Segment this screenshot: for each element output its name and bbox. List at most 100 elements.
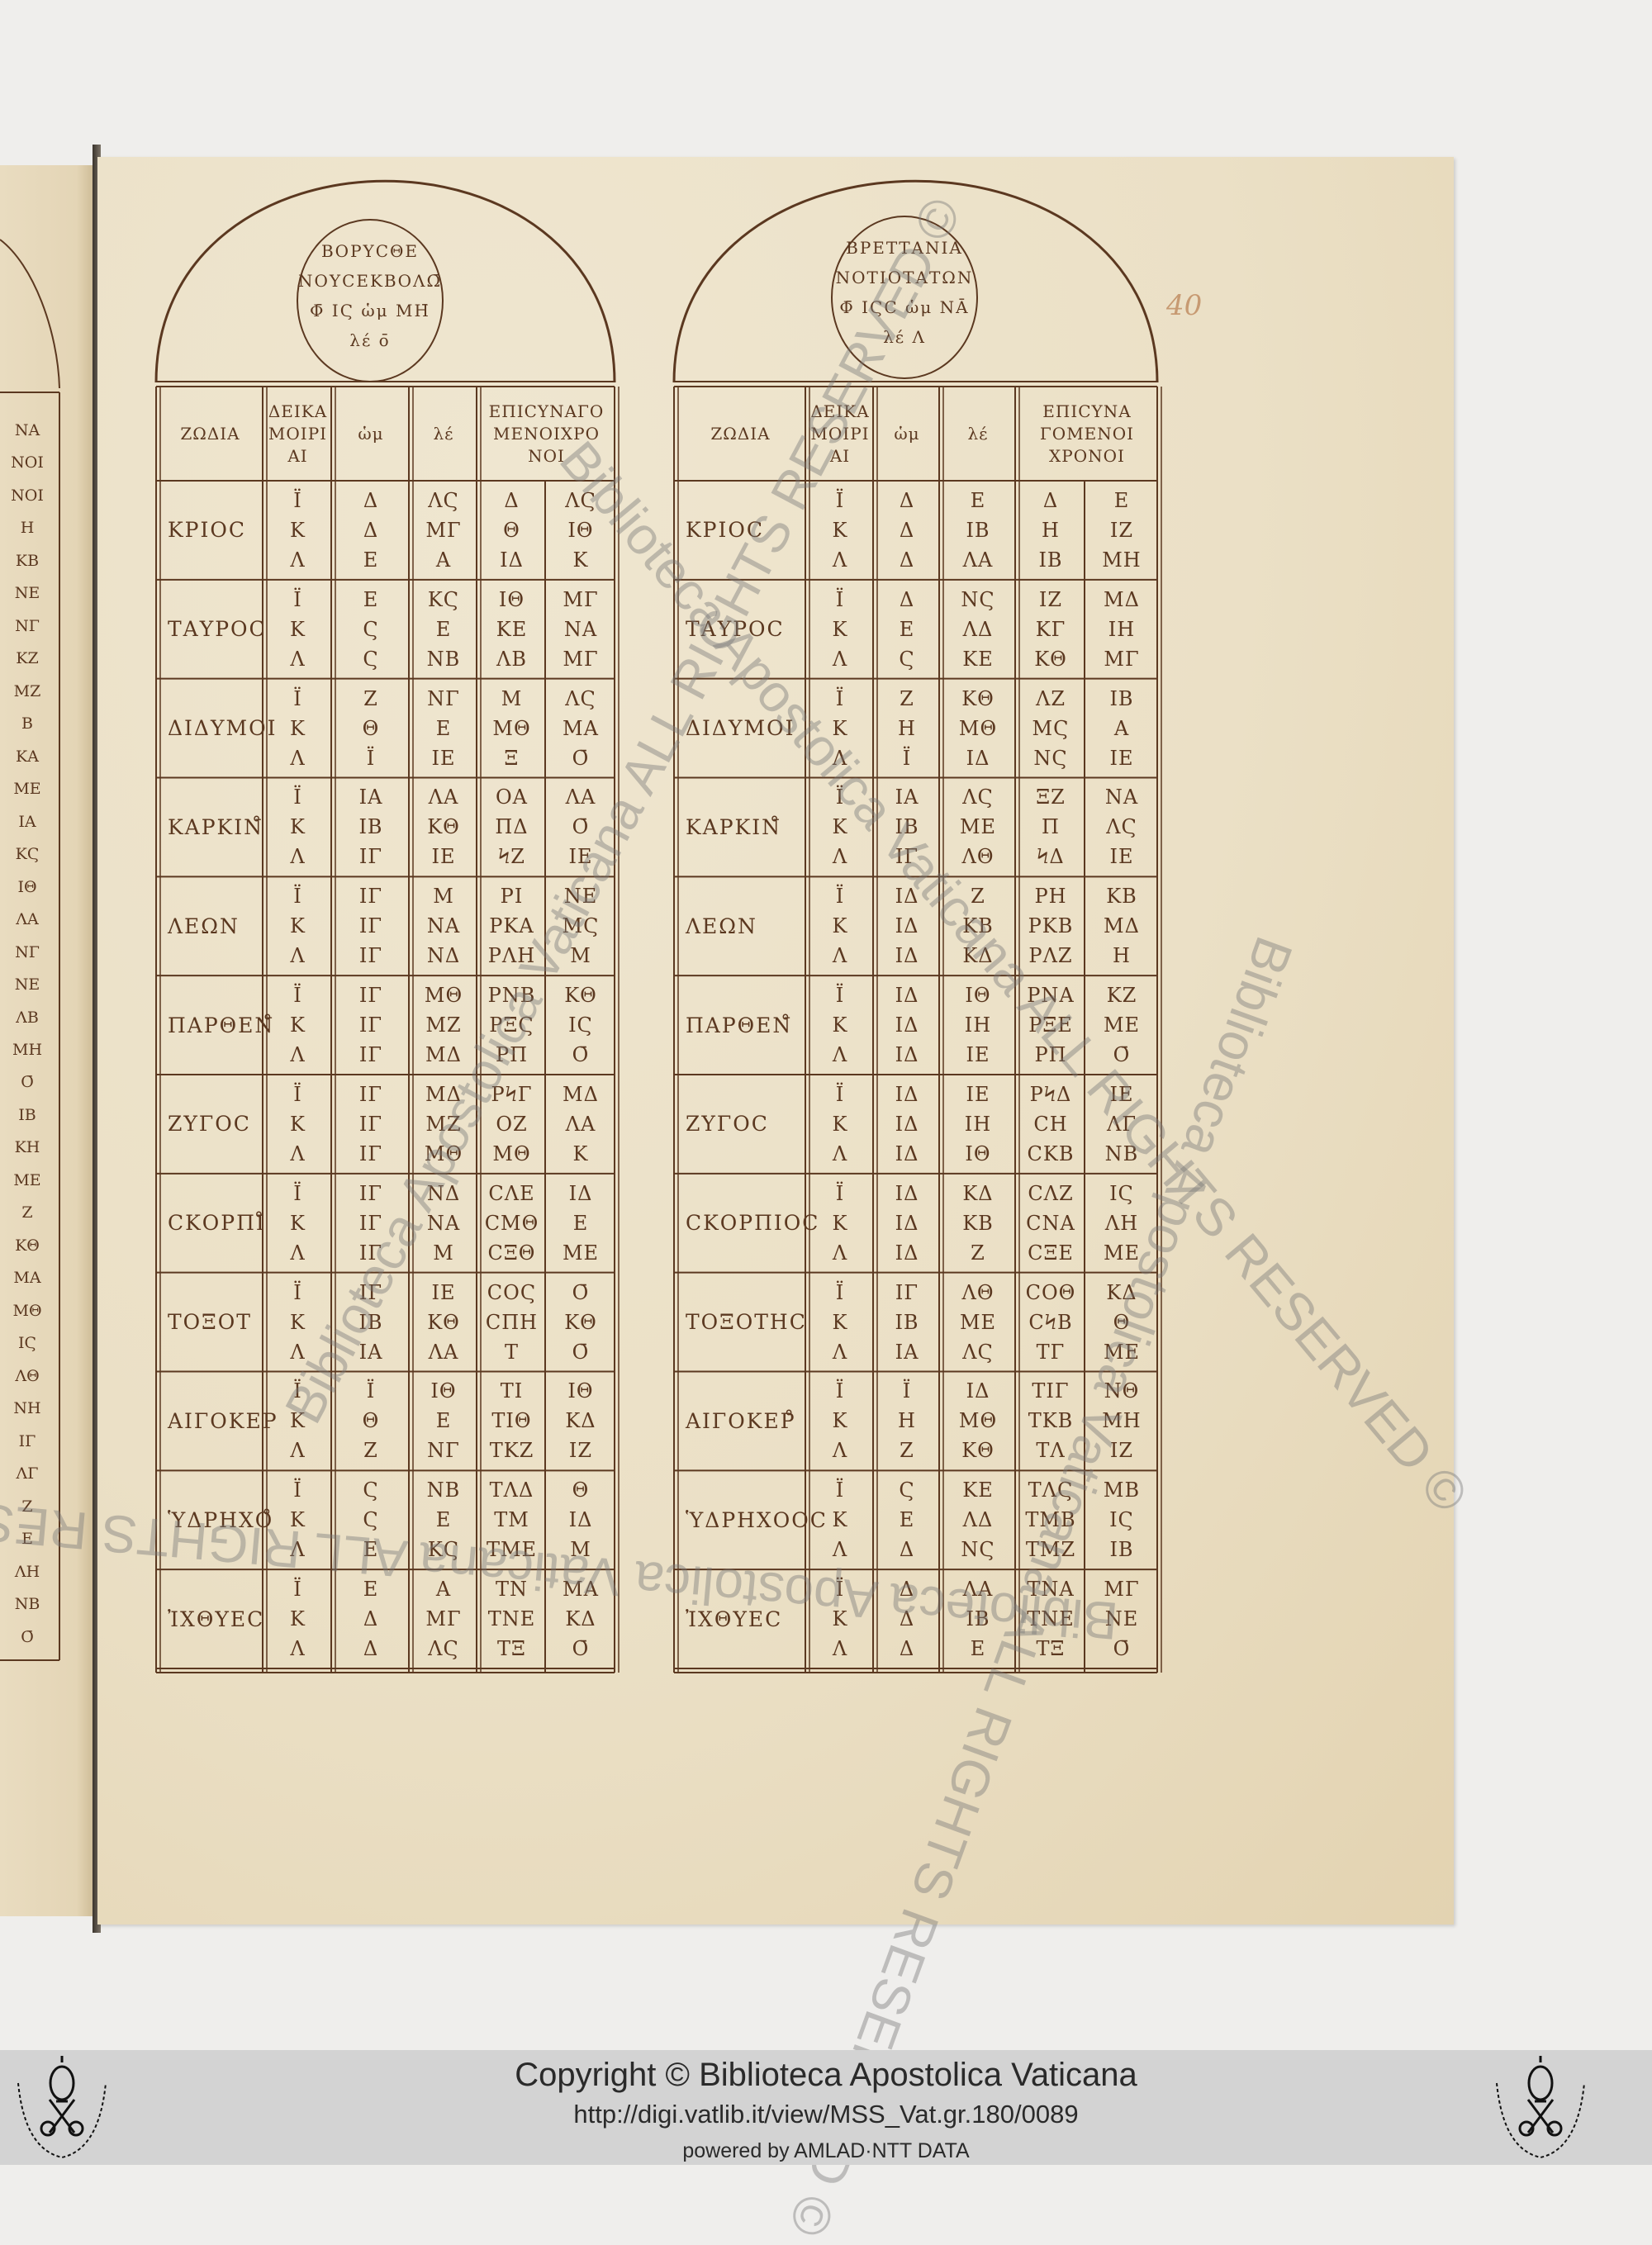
table-value: Λ [290,944,306,968]
zodiac-sign-name: ΤΑΥΡΟϹ [686,617,785,642]
table-value: ΤΜΒ [1025,1508,1076,1532]
fragment-value: ΝΓ [15,942,40,961]
table-value: ΜΕ [959,815,997,839]
table-value: Κ [832,1112,848,1136]
table-value: Λ [832,548,848,572]
table-value: ΤΛϚ [1028,1478,1074,1502]
table-value: Θ [572,1478,590,1502]
fragment-value: ΝΑ [14,421,40,439]
table-value: ΙΔ [895,1082,919,1106]
fragment-value: ΜΘ [12,1301,42,1320]
zodiac-sign-name: ΚΑΡΚΙΝ̊ [686,814,781,839]
table-value: Θ [362,716,380,740]
table-value: ϹϞΒ [1028,1310,1073,1334]
fragment-value: ΝΟΙ [11,486,44,505]
table-value: ΛΔ [962,1508,994,1532]
table-value: ΚϚ [427,587,460,611]
table-value: Ζ [900,686,914,710]
table-value: ΙΓ [358,944,383,968]
table-value: ΙΕ [431,845,456,869]
table-value: Κ [290,1013,306,1037]
table-value: Κ [290,1211,306,1235]
zodiac-sign-name: ὙΔΡΗΧΟ̊ [168,1507,274,1532]
table-value: ΡΙ [500,885,524,909]
table-value: ΡΝΒ [487,984,536,1008]
table-value: ΤΙΘ [491,1409,532,1433]
table-value: ΝΒ [426,647,461,671]
table-value: Λ [290,1637,306,1661]
table-value: Δ [899,587,915,611]
table-value: Δ [899,1578,915,1602]
table-value: Ϊ [835,1578,845,1602]
table-value: ΟΑ [495,786,528,809]
table-value: ΜΔ [1104,587,1140,611]
table-value: ΜΘ [492,1141,531,1165]
table-value: ΛϚ [565,488,596,512]
table-value: ΙΖ [568,1439,593,1463]
table-value: ΚΘ [1034,647,1067,671]
table-value: Κ [572,548,589,572]
table-value: ΜΔ [425,1082,462,1106]
fragment-value: ΝΒ [14,1595,40,1614]
fragment-value: Β [21,714,33,733]
table-value: ΡΠ [1034,1043,1067,1067]
fragment-arch [0,239,60,1661]
table-value: ΙΔ [895,1141,919,1165]
table-value: ΙΔ [966,1379,990,1403]
table-value: ΚΔ [565,1607,596,1631]
source-url[interactable]: http://digi.vatlib.it/view/MSS_Vat.gr.18… [573,2100,1079,2129]
table-value: ΝΔ [426,944,461,968]
table-value: ΙΔ [895,1211,919,1235]
table-value: ΙΔ [895,944,919,968]
table-value: Κ [832,914,848,938]
table-value: Ε [970,1637,986,1661]
table-value: ΙΓ [358,1112,383,1136]
table-value: Ο̄ [572,1280,590,1304]
table-value: ΜΔ [1104,914,1140,938]
table-value: Ϊ [293,786,302,809]
table-value: ΝΓ [427,686,460,710]
column-header: ΕΠΙϹΥΝΑ ΓΟΜΕΝΟΙ ΧΡΟΝΟΙ [1039,401,1135,466]
table-value: ΙΔ [895,1112,919,1136]
table-value: ϞΔ [1037,845,1065,869]
table-value: Ϊ [835,488,845,512]
fragment-value: ΜΗ [12,1041,43,1059]
table-value: ΙΓ [895,845,919,869]
table-value: ΙΓ [358,845,383,869]
table-value: Η [1042,518,1060,542]
table-value: Λ [290,845,306,869]
table-value: ΙΓ [895,1280,919,1304]
table-value: ΡΚΒ [1028,914,1074,938]
table-value: ΜΖ [425,1112,462,1136]
table-value: ΜϚ [1032,716,1070,740]
table-value: ΙΘ [430,1379,457,1403]
table-value: Ϊ [366,1379,376,1403]
table-value: ΙΕ [431,746,456,770]
fragment-value: ΚΖ [16,649,39,668]
zodiac-sign-name: ΔΙΔΥΜΟΙ [168,716,278,741]
table-value: ΙΖ [1109,1439,1134,1463]
fragment-value: ΛΑ [16,910,39,929]
fragment-value: Ζ [21,1203,33,1222]
location-label: ΝΟΤΙΟΤΑΤΩΝ [835,268,974,287]
table-value: Λ [832,746,848,770]
table-value: ΤΜ [494,1508,529,1532]
table-value: ΜΓ [563,647,599,671]
table-value: ΝΘ [1104,1379,1140,1403]
table-value: ϹΚΒ [1027,1141,1075,1165]
table-value: Λ [832,1043,848,1067]
table-value: Ζ [900,1439,914,1463]
table-value: Κ [832,1607,848,1631]
table-value: Ε [899,617,915,641]
location-label: Φ̄ ΙϚ ὡμ ΜΗ̄ [310,301,430,320]
book-spine [93,145,101,1933]
table-value: ΜΑ [563,1578,599,1602]
table-value: ϹΜΘ [484,1211,539,1235]
table-value: ΝΒ [1104,1141,1139,1165]
zodiac-sign-name: ΖΥΓΟϹ [686,1112,769,1137]
zodiac-sign-name: ΚΑΡΚΙΝ̊ [168,814,263,839]
table-value: Ο̄ [572,746,590,770]
table-value: Λ [290,1241,306,1265]
zodiac-sign-name: ϹΚΟΡΠΙ̊ [168,1211,266,1236]
table-value: ΙΒ [1109,1538,1134,1562]
